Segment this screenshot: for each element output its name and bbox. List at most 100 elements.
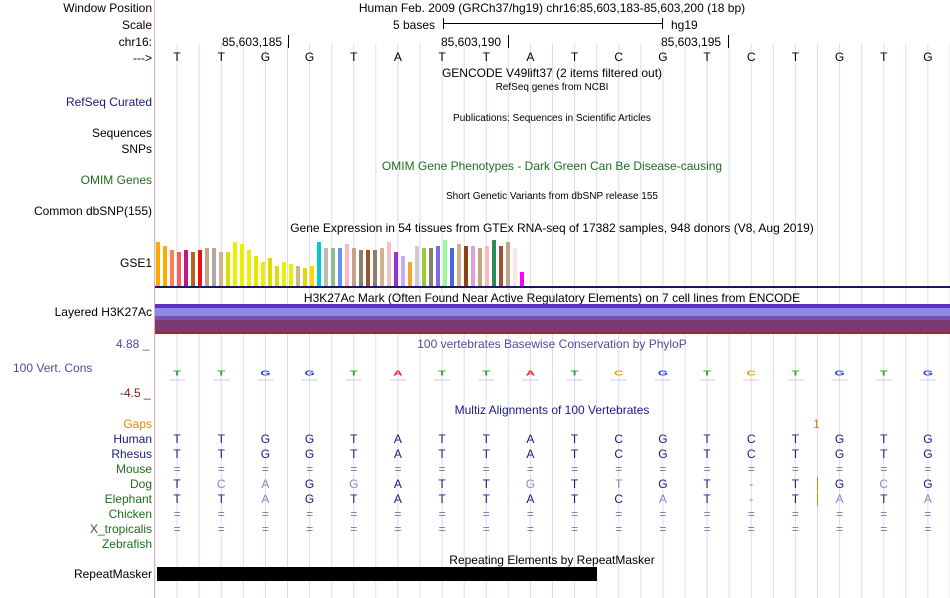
gtex-tissue-bar[interactable] (289, 264, 293, 286)
coordinate-tick-1: 85,603,185 (222, 35, 283, 49)
gtex-tissue-bar[interactable] (240, 244, 244, 286)
dbsnp-track-title[interactable]: Short Genetic Variants from dbSNP releas… (446, 191, 658, 202)
omim-track-label[interactable]: OMIM Genes (80, 173, 152, 187)
gtex-tissue-bar[interactable] (317, 242, 321, 286)
conservation-track-label[interactable]: 100 Vert. Cons (13, 361, 93, 375)
gtex-tissue-bar[interactable] (429, 248, 433, 286)
aligned-base: = (526, 522, 534, 536)
gtex-tissue-bar[interactable] (191, 252, 195, 286)
reference-base: T (217, 50, 225, 64)
species-label[interactable]: Zebrafish (101, 537, 152, 551)
scale-label: Scale (121, 18, 152, 32)
gtex-tissue-bar[interactable] (485, 246, 489, 286)
gtex-tissue-bar[interactable] (247, 250, 251, 286)
gtex-tissue-bar[interactable] (366, 250, 370, 286)
aligned-base: G (304, 492, 315, 506)
species-label[interactable]: Human (113, 432, 152, 446)
aligned-base: = (791, 462, 799, 476)
aligned-base: A (261, 477, 270, 491)
h3k27ac-track-label[interactable]: Layered H3K27Ac (54, 305, 152, 319)
gtex-tissue-bar[interactable] (226, 252, 230, 286)
gtex-tissue-bar[interactable] (492, 240, 496, 286)
sequences-track-label[interactable]: Sequences (91, 126, 152, 140)
species-label[interactable]: Dog (129, 477, 152, 491)
gtex-tissue-bar[interactable] (436, 246, 440, 286)
gtex-tissue-bar[interactable] (499, 246, 503, 286)
aligned-base: = (615, 507, 623, 521)
gtex-tissue-bar[interactable] (471, 246, 475, 286)
gtex-expression-bars[interactable] (155, 238, 950, 286)
aligned-base: = (659, 507, 667, 521)
aligned-base: T (703, 477, 711, 491)
gtex-tissue-bar[interactable] (422, 248, 426, 286)
gtex-track-label[interactable]: GSE1 (119, 256, 152, 270)
gtex-tissue-bar[interactable] (464, 246, 468, 286)
omim-track-title[interactable]: OMIM Gene Phenotypes - Dark Green Can Be… (381, 159, 723, 173)
gtex-tissue-bar[interactable] (520, 272, 524, 286)
aligned-base: = (173, 522, 181, 536)
gtex-tissue-bar[interactable] (450, 248, 454, 286)
species-label[interactable]: Elephant (104, 492, 152, 506)
gtex-tissue-bar[interactable] (205, 248, 209, 286)
h3k27ac-track-title[interactable]: H3K27Ac Mark (Often Found Near Active Re… (303, 291, 801, 305)
gtex-tissue-bar[interactable] (177, 252, 181, 286)
snps-track-label[interactable]: SNPs (121, 142, 152, 156)
gtex-tissue-bar[interactable] (380, 248, 384, 286)
gtex-tissue-bar[interactable] (345, 244, 349, 286)
species-label[interactable]: Chicken (108, 507, 152, 521)
refseq-track-title[interactable]: RefSeq genes from NCBI (495, 82, 609, 93)
gtex-tissue-bar[interactable] (303, 268, 307, 286)
gtex-tissue-bar[interactable] (443, 240, 447, 286)
repeatmasker-track-label[interactable]: RepeatMasker (73, 567, 152, 581)
gtex-tissue-bar[interactable] (478, 248, 482, 286)
gtex-tissue-bar[interactable] (331, 248, 335, 286)
gtex-tissue-bar[interactable] (233, 242, 237, 286)
gtex-tissue-bar[interactable] (184, 250, 188, 286)
gtex-tissue-bar[interactable] (338, 248, 342, 286)
h3k27ac-signal[interactable] (155, 304, 950, 334)
gtex-tissue-bar[interactable] (394, 252, 398, 286)
gtex-tissue-bar[interactable] (198, 250, 202, 286)
gtex-tissue-bar[interactable] (261, 262, 265, 286)
repeatmasker-track-title[interactable]: Repeating Elements by RepeatMasker (449, 553, 655, 567)
repeatmasker-element[interactable] (157, 567, 597, 581)
gtex-tissue-bar[interactable] (359, 250, 363, 286)
refseq-track-label[interactable]: RefSeq Curated (65, 95, 152, 109)
gtex-tissue-bar[interactable] (513, 248, 517, 286)
dbsnp-track-label[interactable]: Common dbSNP(155) (33, 204, 152, 218)
gtex-track-title[interactable]: Gene Expression in 54 tissues from GTEx … (290, 221, 814, 235)
aligned-base: = (482, 462, 490, 476)
gtex-tissue-bar[interactable] (352, 248, 356, 286)
publications-track-title[interactable]: Publications: Sequences in Scientific Ar… (453, 113, 651, 124)
gtex-tissue-bar[interactable] (268, 258, 272, 286)
gtex-tissue-bar[interactable] (401, 256, 405, 286)
gtex-tissue-bar[interactable] (310, 266, 314, 286)
species-label[interactable]: Mouse (115, 462, 152, 476)
gencode-track-title[interactable]: GENCODE V49lift37 (2 items filtered out) (441, 66, 663, 80)
species-label[interactable]: X_tropicalis (89, 522, 152, 536)
gtex-tissue-bar[interactable] (156, 242, 160, 286)
gtex-tissue-bar[interactable] (163, 246, 167, 286)
gtex-tissue-bar[interactable] (254, 256, 258, 286)
species-label[interactable]: Rhesus (111, 447, 152, 461)
gtex-tissue-bar[interactable] (282, 262, 286, 286)
gtex-tissue-bar[interactable] (415, 246, 419, 286)
h3k27ac-layer-5 (155, 332, 950, 334)
gtex-tissue-bar[interactable] (219, 252, 223, 286)
gtex-tissue-bar[interactable] (506, 242, 510, 286)
gtex-tissue-bar[interactable] (408, 262, 412, 286)
gtex-tissue-bar[interactable] (170, 250, 174, 286)
gtex-tissue-bar[interactable] (296, 266, 300, 286)
gtex-tissue-bar[interactable] (373, 250, 377, 286)
gtex-tissue-bar[interactable] (457, 244, 461, 286)
conservation-track-title[interactable]: 100 vertebrates Basewise Conservation by… (417, 337, 687, 351)
gtex-tissue-bar[interactable] (387, 242, 391, 286)
aligned-base: T (791, 447, 800, 461)
gtex-tissue-bar[interactable] (324, 248, 328, 286)
gtex-tissue-bar[interactable] (212, 248, 216, 286)
strand-label: ---> (133, 51, 152, 65)
aligned-base: = (659, 522, 667, 536)
multiz-track-title[interactable]: Multiz Alignments of 100 Vertebrates (454, 403, 650, 417)
gtex-tissue-bar[interactable] (275, 266, 279, 286)
